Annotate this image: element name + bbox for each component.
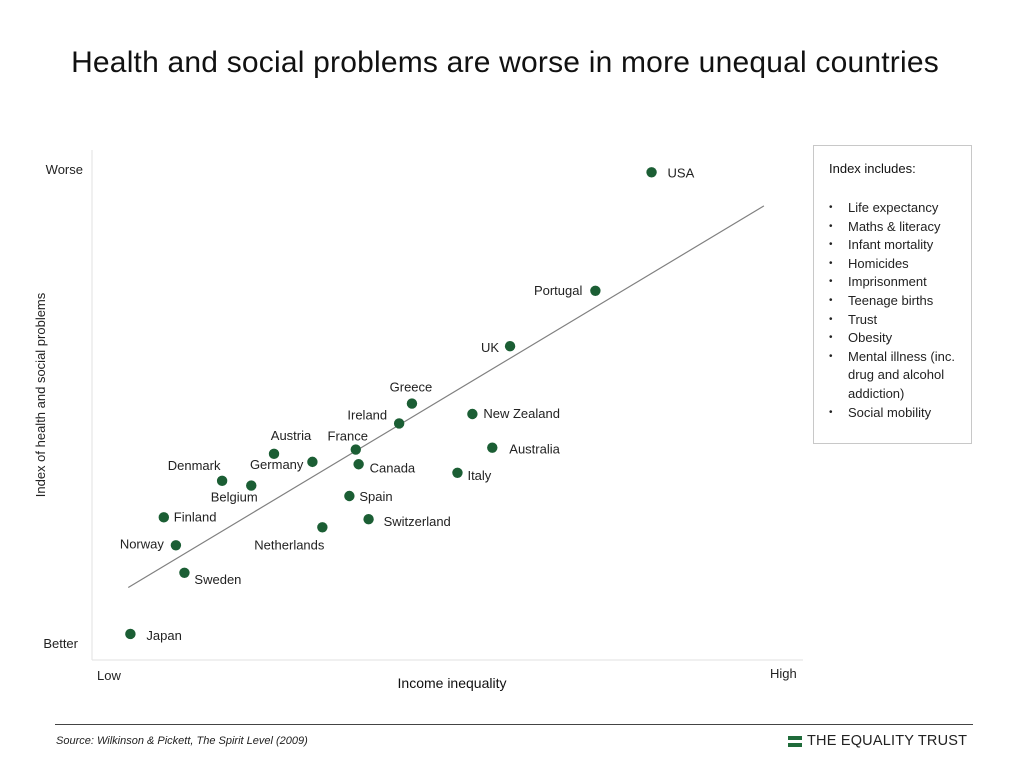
point-label-finland: Finland xyxy=(174,509,217,524)
point-label-netherlands: Netherlands xyxy=(254,537,325,552)
point-label-belgium: Belgium xyxy=(211,490,258,505)
data-point-belgium xyxy=(246,480,257,491)
point-label-greece: Greece xyxy=(390,380,433,395)
point-label-usa: USA xyxy=(668,165,695,180)
data-point-france xyxy=(350,444,361,455)
point-label-spain: Spain xyxy=(359,489,392,504)
index-item: Trust xyxy=(827,311,969,330)
index-item: Mental illness (inc. drug and alcohol ad… xyxy=(827,348,969,404)
data-point-denmark xyxy=(216,475,228,487)
point-label-germany: Germany xyxy=(250,457,304,472)
data-point-austria xyxy=(268,448,280,460)
index-box-title: Index includes: xyxy=(829,161,916,176)
data-point-netherlands xyxy=(317,522,328,533)
y-tick-low: Better xyxy=(43,636,78,651)
index-includes-box: Index includes: Life expectancyMaths & l… xyxy=(813,145,972,444)
footer-divider xyxy=(55,724,973,725)
data-point-japan xyxy=(125,628,136,640)
y-tick-high: Worse xyxy=(46,162,83,177)
data-point-spain xyxy=(344,490,355,502)
data-point-italy xyxy=(452,467,463,478)
data-point-canada xyxy=(353,459,364,470)
point-label-ireland: Ireland xyxy=(347,407,387,422)
data-point-germany xyxy=(307,456,318,468)
data-point-ireland xyxy=(393,418,405,429)
data-point-greece xyxy=(406,398,418,409)
point-label-sweden: Sweden xyxy=(194,572,241,587)
index-item: Obesity xyxy=(827,329,969,348)
x-axis-label: Income inequality xyxy=(398,675,507,691)
point-label-austria: Austria xyxy=(271,428,312,443)
data-point-australia xyxy=(487,442,498,453)
point-label-new-zealand: New Zealand xyxy=(483,406,560,421)
index-item: Infant mortality xyxy=(827,236,969,255)
brand-name: THE EQUALITY TRUST xyxy=(807,733,968,749)
point-label-australia: Australia xyxy=(509,442,560,457)
index-item: Teenage births xyxy=(827,292,969,311)
point-label-japan: Japan xyxy=(146,628,181,643)
x-tick-low: Low xyxy=(97,668,121,683)
brand-logo-block: THE EQUALITY TRUST xyxy=(788,733,967,749)
data-point-new-zealand xyxy=(467,408,478,420)
index-item: Social mobility xyxy=(827,404,969,423)
trend-line-group xyxy=(127,205,765,589)
point-label-denmark: Denmark xyxy=(168,458,221,473)
data-point-finland xyxy=(158,512,170,523)
data-points-group xyxy=(125,167,657,640)
point-label-norway: Norway xyxy=(120,536,165,551)
source-note: Source: Wilkinson & Pickett, The Spirit … xyxy=(56,735,308,747)
x-tick-high: High xyxy=(770,666,797,681)
point-label-uk: UK xyxy=(481,340,499,355)
data-point-norway xyxy=(170,540,182,551)
data-point-uk xyxy=(504,341,516,352)
index-items-list: Life expectancyMaths & literacyInfant mo… xyxy=(827,199,969,422)
y-axis-label: Index of health and social problems xyxy=(33,292,48,497)
chart-title: Health and social problems are worse in … xyxy=(71,46,939,79)
point-label-canada: Canada xyxy=(370,460,416,475)
data-point-usa xyxy=(646,167,657,178)
point-label-switzerland: Switzerland xyxy=(384,514,451,529)
data-point-portugal xyxy=(590,285,601,296)
data-point-sweden xyxy=(179,567,190,578)
index-item: Imprisonment xyxy=(827,273,969,292)
point-label-italy: Italy xyxy=(467,468,491,483)
index-item: Homicides xyxy=(827,255,969,274)
point-label-portugal: Portugal xyxy=(534,283,583,298)
trend-line xyxy=(127,205,765,589)
point-label-france: France xyxy=(328,429,368,444)
data-point-switzerland xyxy=(363,514,374,525)
index-item: Maths & literacy xyxy=(827,218,969,237)
index-item: Life expectancy xyxy=(827,199,969,218)
equality-trust-logo-icon xyxy=(788,735,802,747)
